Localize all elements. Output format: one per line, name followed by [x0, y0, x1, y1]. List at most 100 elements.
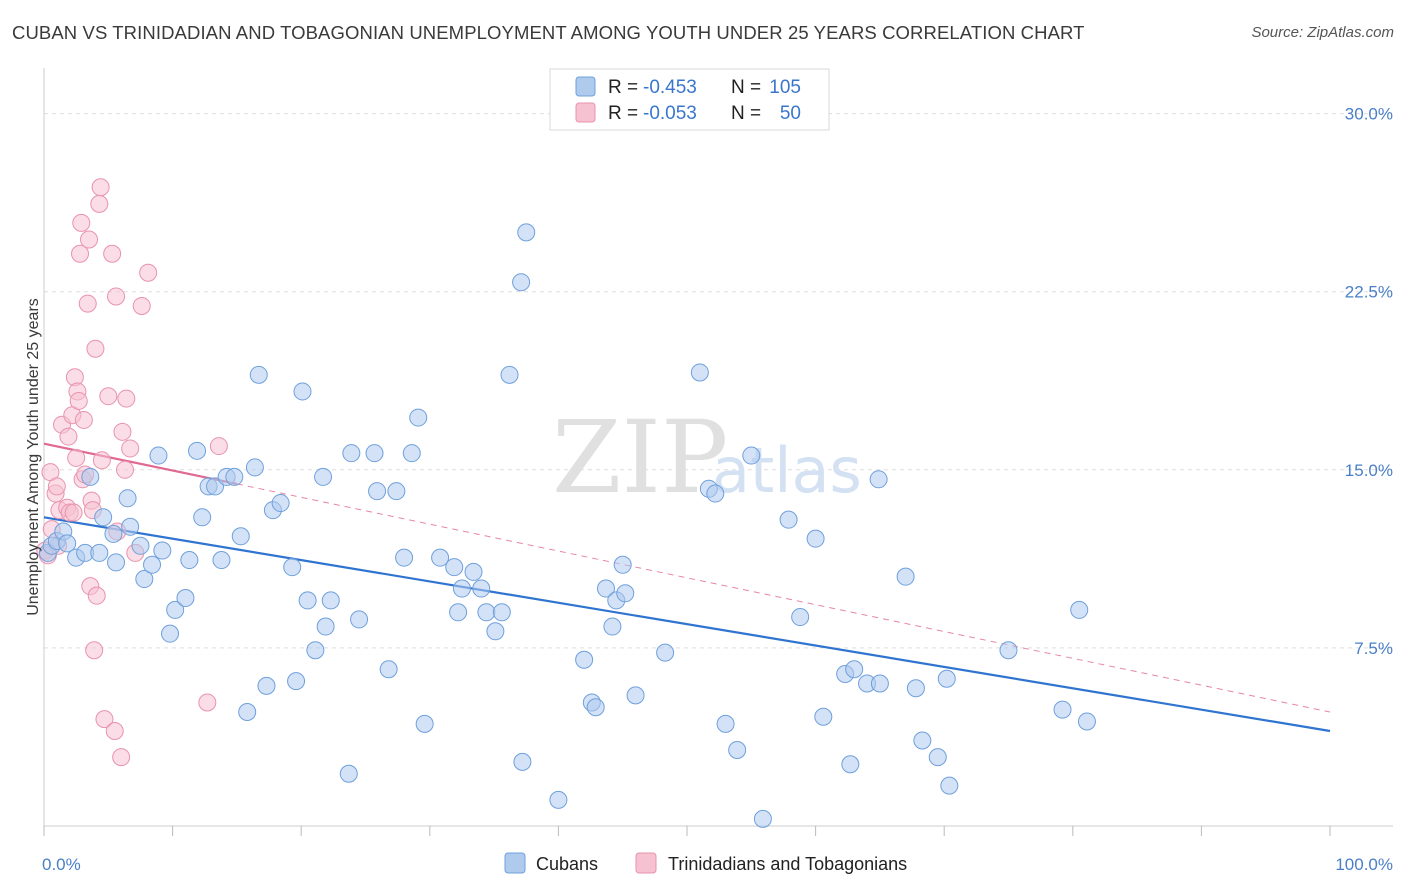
point-cubans-34	[257, 676, 276, 695]
point-cubans-51	[387, 482, 406, 501]
legend-swatch-cubans	[575, 76, 596, 97]
legend-swatch-trinidadians	[575, 102, 596, 123]
point-cubans-102	[940, 776, 959, 795]
point-cubans-11	[107, 553, 126, 572]
point-cubans-60	[464, 562, 483, 581]
legend-n-label-trinidadians: N =	[731, 103, 761, 124]
point-trinidadians-33	[92, 451, 111, 470]
point-cubans-52	[395, 548, 414, 567]
point-cubans-20	[166, 600, 185, 619]
point-trinidadians-47	[139, 263, 158, 282]
gridlines	[44, 113, 1393, 649]
point-cubans-68	[517, 223, 536, 242]
point-trinidadians-5	[47, 477, 66, 496]
point-trinidadians-38	[107, 287, 126, 306]
point-cubans-8	[90, 543, 109, 562]
point-trinidadians-18	[71, 244, 90, 263]
point-cubans-30	[231, 527, 250, 546]
point-cubans-92	[841, 755, 860, 774]
point-cubans-31	[238, 703, 257, 722]
watermark-zip: ZIP	[552, 399, 728, 516]
point-cubans-63	[486, 622, 505, 641]
point-cubans-53	[402, 444, 421, 463]
legend-n-value-cubans: 105	[769, 77, 801, 98]
point-cubans-82	[706, 484, 725, 503]
bottom-legend-label-trinidadians: Trinidadians and Tobagonians	[668, 854, 907, 874]
series-trinidadians-points	[36, 178, 228, 767]
point-cubans-23	[188, 441, 207, 460]
point-cubans-88	[791, 608, 810, 627]
legend-box	[549, 68, 830, 131]
bottom-legend-swatch-trinidadians	[635, 852, 657, 874]
point-trinidadians-36	[103, 244, 122, 263]
point-cubans-29	[225, 467, 244, 486]
legend-r-label-cubans: R =	[608, 77, 638, 98]
series-cubans-points	[38, 223, 1096, 828]
point-trinidadians-21	[74, 410, 93, 429]
point-cubans-97	[896, 567, 915, 586]
point-cubans-36	[271, 494, 290, 513]
axes	[43, 68, 1393, 836]
point-trinidadians-42	[116, 460, 135, 479]
point-trinidadians-40	[112, 748, 131, 767]
point-cubans-4	[58, 534, 77, 553]
point-cubans-66	[512, 273, 531, 292]
point-cubans-73	[596, 579, 615, 598]
point-cubans-62	[477, 603, 496, 622]
point-cubans-22	[180, 551, 199, 570]
point-cubans-38	[287, 672, 306, 691]
point-cubans-50	[379, 660, 398, 679]
y-tick-label-1: 15.0%	[1345, 461, 1393, 480]
point-trinidadians-19	[72, 213, 91, 232]
point-cubans-65	[500, 365, 519, 384]
point-cubans-48	[365, 444, 384, 463]
y-tick-label-0: 7.5%	[1354, 639, 1393, 658]
point-cubans-64	[492, 603, 511, 622]
point-trinidadians-10	[59, 427, 78, 446]
point-cubans-72	[586, 698, 605, 717]
x-tick-label-min: 0.0%	[42, 855, 81, 874]
point-cubans-106	[1077, 712, 1096, 731]
point-cubans-33	[249, 365, 268, 384]
point-trinidadians-32	[91, 178, 110, 197]
watermark-atlas: atlas	[712, 434, 862, 507]
point-cubans-18	[153, 541, 172, 560]
point-cubans-12	[118, 489, 137, 508]
point-trinidadians-23	[78, 294, 97, 313]
point-cubans-17	[149, 446, 168, 465]
point-trinidadians-41	[113, 422, 132, 441]
point-trinidadians-46	[132, 296, 151, 315]
point-cubans-104	[1053, 700, 1072, 719]
point-trinidadians-34	[95, 710, 114, 729]
point-cubans-49	[368, 482, 387, 501]
point-cubans-78	[626, 686, 645, 705]
point-cubans-89	[806, 529, 825, 548]
point-cubans-56	[431, 548, 450, 567]
point-cubans-69	[549, 790, 568, 809]
point-cubans-15	[135, 570, 154, 589]
point-cubans-41	[306, 641, 325, 660]
point-cubans-77	[616, 584, 635, 603]
point-cubans-76	[613, 555, 632, 574]
point-trinidadians-43	[117, 389, 136, 408]
legend-r-label-trinidadians: R =	[608, 103, 638, 124]
legend: R = -0.453 N = 105 R = -0.053 N = 50	[549, 68, 830, 131]
point-cubans-80	[690, 363, 709, 382]
point-cubans-105	[1070, 600, 1089, 619]
point-cubans-44	[321, 591, 340, 610]
point-cubans-55	[415, 714, 434, 733]
point-cubans-87	[779, 510, 798, 529]
trend-line-cubans	[43, 516, 1331, 733]
point-cubans-99	[913, 731, 932, 750]
point-trinidadians-13	[64, 503, 83, 522]
point-cubans-83	[716, 714, 735, 733]
point-cubans-67	[513, 752, 532, 771]
legend-n-value-trinidadians: 50	[780, 103, 801, 124]
point-cubans-19	[161, 624, 180, 643]
y-axis-label: Unemployment Among Youth under 25 years	[25, 298, 42, 616]
source-label: Source: ZipAtlas.com	[1251, 24, 1394, 41]
point-trinidadians-37	[105, 722, 124, 741]
point-trinidadians-17	[69, 391, 88, 410]
bottom-legend-label-cubans: Cubans	[536, 854, 598, 874]
